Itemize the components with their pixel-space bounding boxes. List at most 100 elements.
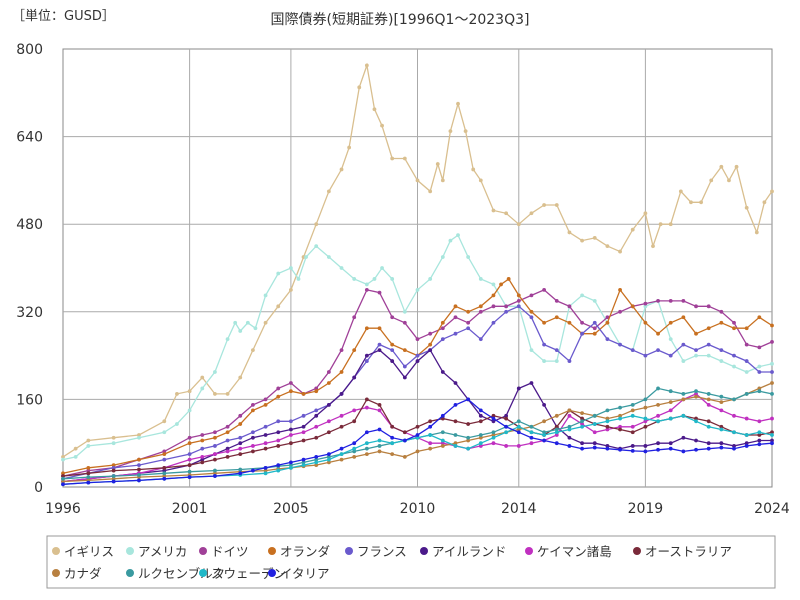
- legend-marker: [268, 569, 276, 577]
- data-point: [529, 435, 534, 440]
- data-point: [213, 468, 217, 473]
- data-point: [567, 359, 572, 363]
- data-point: [732, 353, 736, 358]
- data-point: [213, 392, 217, 396]
- legend-label: イタリア: [280, 566, 330, 581]
- data-point: [466, 320, 471, 325]
- data-point: [440, 370, 445, 374]
- data-point: [491, 320, 496, 325]
- data-point: [263, 465, 268, 470]
- data-point: [339, 413, 344, 418]
- data-point: [618, 424, 622, 429]
- data-point: [605, 427, 610, 432]
- data-point: [706, 326, 711, 331]
- data-point: [162, 430, 167, 435]
- data-point: [225, 438, 230, 443]
- data-point: [630, 408, 635, 413]
- data-point: [757, 315, 762, 320]
- data-point: [364, 441, 369, 446]
- data-point: [377, 438, 382, 443]
- x-tick-label: 2010: [400, 501, 436, 517]
- data-point: [233, 320, 238, 325]
- data-point: [225, 337, 230, 342]
- data-point: [706, 304, 711, 309]
- data-point: [491, 416, 496, 421]
- data-point: [314, 460, 319, 465]
- data-point: [471, 167, 476, 172]
- data-point: [339, 452, 344, 457]
- data-point: [643, 397, 648, 402]
- data-point: [605, 244, 610, 249]
- data-point: [288, 266, 293, 270]
- data-point: [339, 370, 344, 374]
- data-point: [428, 433, 433, 437]
- data-point: [651, 244, 655, 249]
- data-point: [225, 424, 230, 429]
- data-point: [770, 370, 774, 374]
- data-point: [463, 129, 468, 134]
- data-point: [364, 405, 369, 410]
- data-point: [643, 424, 648, 429]
- data-point: [618, 249, 622, 254]
- data-point: [567, 427, 572, 432]
- data-point: [529, 424, 534, 429]
- data-point: [478, 178, 483, 183]
- data-point: [238, 413, 243, 418]
- data-point: [554, 441, 559, 446]
- data-point: [453, 419, 458, 424]
- legend-item: オランダ: [268, 544, 330, 559]
- data-point: [339, 457, 344, 462]
- legend-marker: [199, 547, 207, 555]
- data-point: [448, 238, 453, 243]
- data-point: [694, 304, 698, 309]
- data-point: [86, 468, 91, 473]
- data-point: [213, 430, 217, 435]
- data-point: [770, 323, 774, 328]
- data-point: [428, 277, 433, 281]
- data-point: [605, 444, 610, 448]
- data-point: [314, 435, 319, 440]
- data-point: [744, 441, 749, 446]
- data-point: [314, 389, 319, 394]
- data-point: [61, 454, 65, 459]
- data-point: [516, 293, 521, 298]
- data-point: [364, 430, 369, 435]
- data-point: [491, 282, 496, 287]
- legend-item: アメリカ: [126, 544, 187, 559]
- data-point: [200, 375, 205, 380]
- data-point: [580, 411, 584, 415]
- data-point: [339, 446, 344, 451]
- data-point: [137, 478, 141, 483]
- data-point: [605, 320, 610, 325]
- data-point: [592, 413, 597, 418]
- data-point: [352, 277, 357, 281]
- data-point: [605, 408, 610, 413]
- data-point: [678, 189, 683, 194]
- data-point: [504, 309, 509, 314]
- data-point: [390, 156, 395, 161]
- data-point: [770, 381, 774, 385]
- data-point: [491, 435, 496, 440]
- x-tick-label: 2019: [628, 501, 664, 517]
- data-point: [605, 424, 610, 429]
- data-point: [288, 433, 293, 437]
- data-point: [770, 433, 774, 437]
- data-point: [668, 400, 673, 405]
- data-point: [61, 479, 65, 484]
- data-point: [478, 309, 483, 314]
- data-point: [326, 189, 331, 194]
- data-point: [288, 427, 293, 432]
- data-point: [699, 200, 703, 205]
- data-point: [276, 430, 281, 435]
- data-point: [732, 326, 736, 331]
- data-point: [238, 452, 243, 457]
- data-point: [162, 468, 167, 473]
- data-point: [478, 277, 483, 281]
- data-point: [377, 402, 382, 407]
- data-point: [440, 255, 445, 259]
- data-point: [339, 266, 344, 270]
- data-point: [251, 430, 255, 435]
- data-point: [86, 480, 91, 485]
- data-point: [656, 447, 660, 452]
- series-line: [62, 289, 773, 477]
